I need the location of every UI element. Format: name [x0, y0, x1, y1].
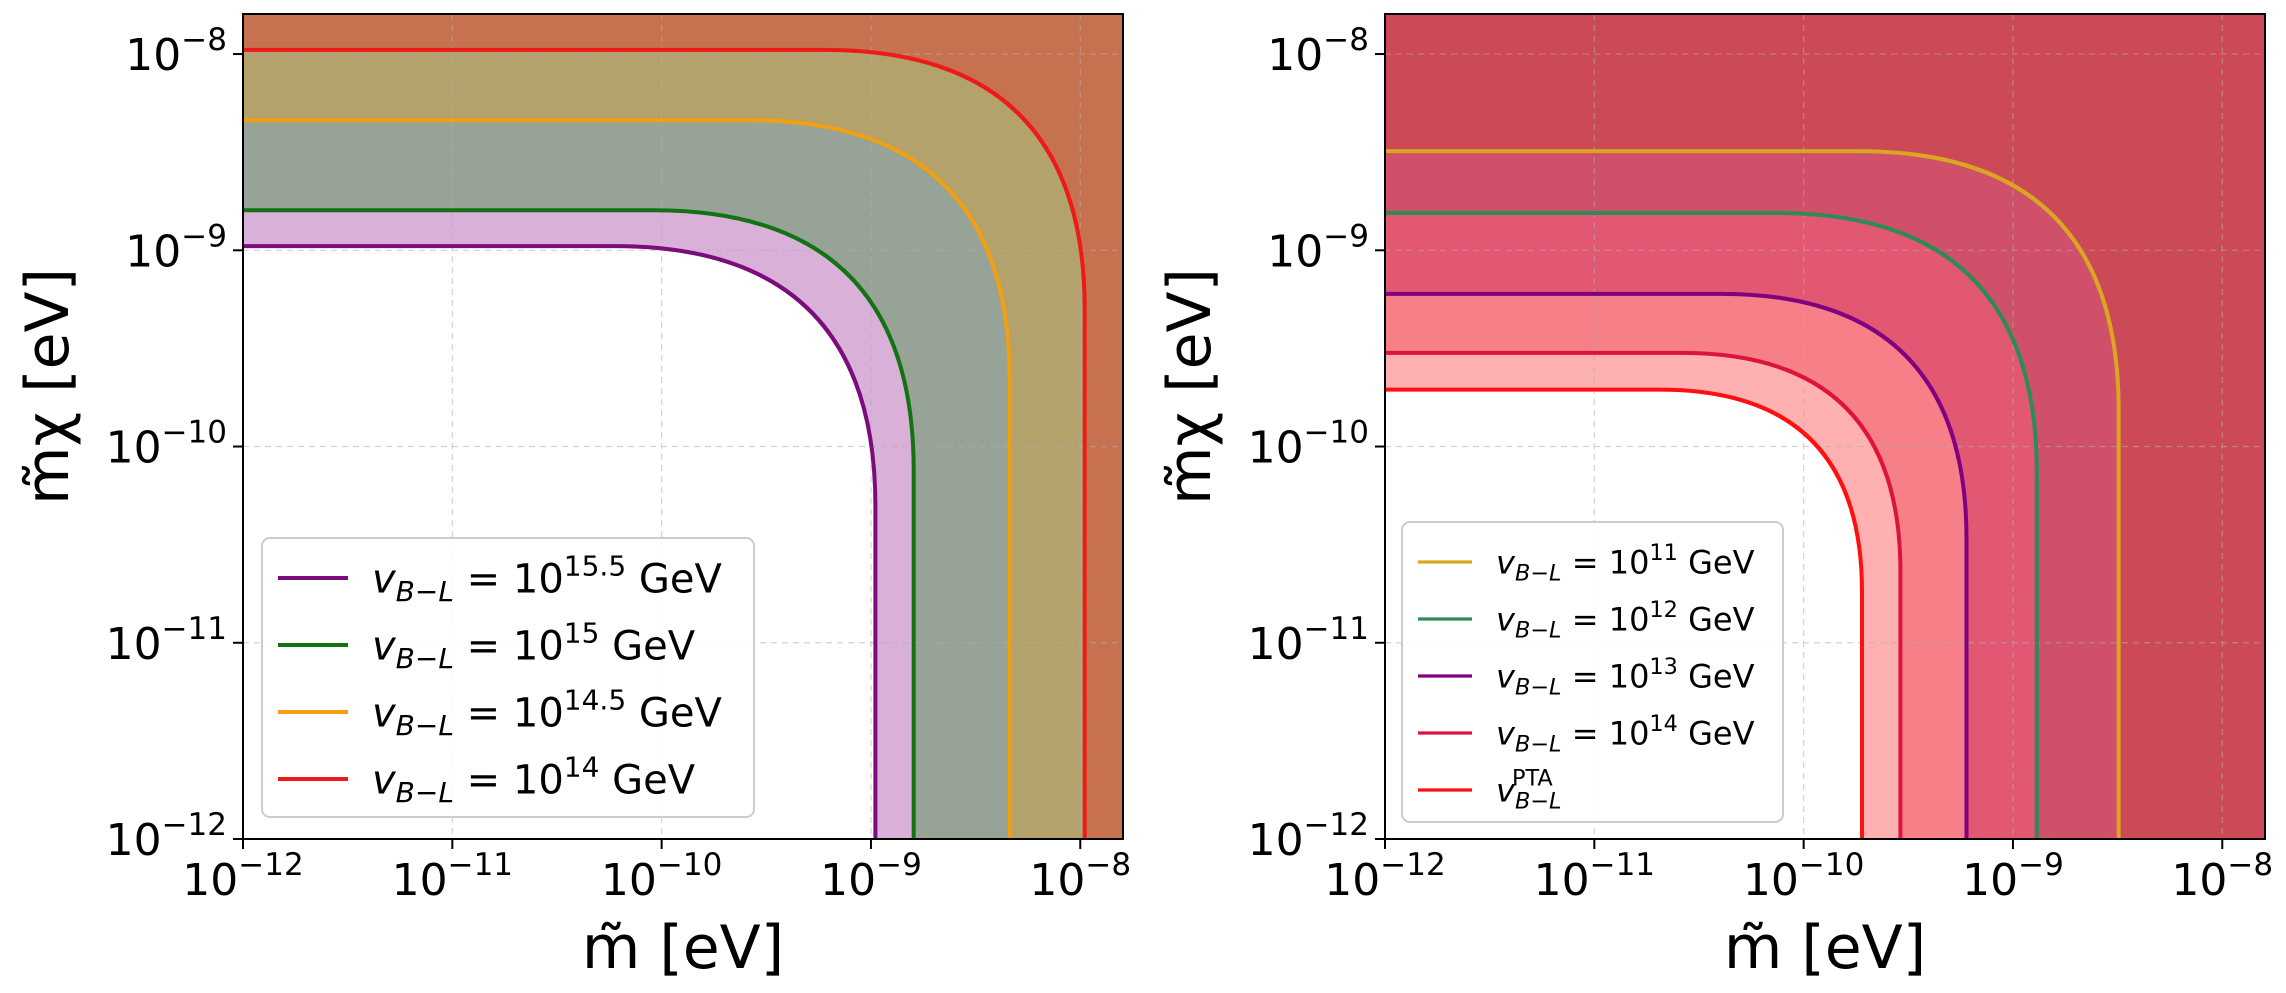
series-line-1 [1385, 210, 2039, 839]
series-line-1 [243, 208, 916, 839]
x-tick-label: 10−10 [1743, 847, 1864, 906]
y-tick-label: 10−9 [125, 218, 227, 277]
legend-entry: vB−L = 1014.5 GeV [372, 684, 722, 743]
legend-box [261, 537, 755, 818]
x-tick-label: 10−12 [1324, 847, 1445, 906]
legend: vB−L = 1011 GeV vB−L = 1012 GeV vB−L = 101… [1401, 521, 1784, 823]
y-tick-label: 10−12 [106, 807, 227, 866]
series-line-0 [243, 244, 878, 839]
y-tick-label: 10−12 [1248, 807, 1369, 866]
plot-area [1385, 14, 2265, 839]
y-tick-label: 10−11 [106, 611, 227, 670]
x-tick-label: 10−11 [1534, 847, 1655, 906]
y-axis-label: m̃χ [eV] [13, 268, 83, 505]
y-tick-label: 10−8 [1267, 22, 1369, 81]
x-tick-label: 10−9 [1962, 847, 2064, 906]
legend-entry: vB−L = 1014 GeV [372, 751, 696, 810]
x-tick-label: 10−10 [601, 847, 722, 906]
series-line-0 [1385, 149, 2121, 839]
axes-frame [242, 13, 1124, 840]
series-fill-3 [243, 14, 1123, 839]
x-axis-label: m̃ [eV] [582, 913, 784, 983]
y-axis-label: m̃χ [eV] [1155, 268, 1225, 505]
x-tick-label: 10−8 [2171, 847, 2273, 906]
series-line-4 [1385, 387, 1864, 839]
y-tick-label: 10−9 [1267, 218, 1369, 277]
plot-area [243, 14, 1123, 839]
legend-box [1401, 521, 1784, 823]
x-axis-label: m̃ [eV] [1724, 913, 1926, 983]
x-tick-label: 10−11 [392, 847, 513, 906]
y-tick-label: 10−10 [1248, 415, 1369, 474]
series-line-2 [243, 118, 1012, 839]
legend-entry: vB−LPTA [1496, 766, 1562, 815]
series-fill-1 [1385, 14, 2265, 839]
series-line-3 [243, 47, 1087, 839]
legend-entry: vB−L = 1015.5 GeV [372, 550, 722, 609]
legend: vB−L = 1015.5 GeV vB−L = 1015 GeV vB−L = 1… [261, 537, 755, 818]
x-tick-label: 10−9 [820, 847, 922, 906]
x-tick-label: 10−8 [1029, 847, 1131, 906]
y-tick-label: 10−10 [106, 415, 227, 474]
legend-entry: vB−L = 1015 GeV [372, 617, 696, 676]
legend-entry: vB−L = 1013 GeV [1496, 654, 1755, 700]
left-panel: 10−12 10−11 10−10 10−9 10−8 10−12 10−11 10−10 10… [13, 13, 1131, 983]
series-line-3 [1385, 350, 1903, 839]
series-line-2 [1385, 291, 1969, 839]
series-fill-1 [243, 14, 1123, 839]
series-fill-0 [1385, 14, 2265, 839]
y-tick-label: 10−8 [125, 22, 227, 81]
legend-entry: vB−L = 1012 GeV [1496, 597, 1755, 643]
x-tick-label: 10−12 [182, 847, 303, 906]
right-panel: 10−12 10−11 10−10 10−9 10−8 10−12 10−11 10−10 10… [1155, 13, 2273, 983]
legend-entry: vB−L = 1014 GeV [1496, 711, 1755, 757]
legend-entry: vB−L = 1011 GeV [1496, 540, 1755, 586]
y-tick-label: 10−11 [1248, 611, 1369, 670]
axes-frame [1384, 13, 2266, 840]
